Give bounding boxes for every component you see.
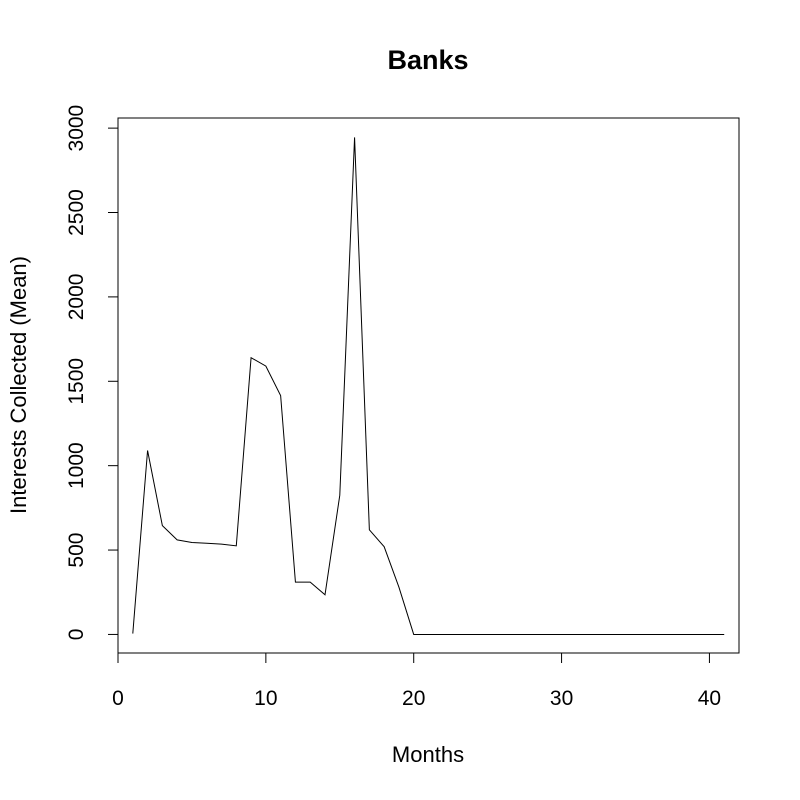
x-axis: 0 10 20 30 40 <box>112 652 721 710</box>
y-axis-label: Interests Collected (Mean) <box>6 256 31 514</box>
y-tick-label: 2500 <box>65 189 88 236</box>
chart-title: Banks <box>387 45 468 75</box>
plot-frame <box>117 117 740 654</box>
x-tick-label: 10 <box>254 687 277 710</box>
y-axis: 0 500 1000 1500 2000 2500 3000 <box>65 105 119 641</box>
x-axis-label: Months <box>392 742 464 767</box>
x-tick-label: 40 <box>698 687 721 710</box>
y-tick-label: 2000 <box>65 274 88 321</box>
series-line <box>132 137 725 635</box>
x-tick-label: 20 <box>402 687 425 710</box>
y-tick-label: 500 <box>65 533 88 568</box>
x-tick-label: 0 <box>112 687 124 710</box>
y-tick-label: 1000 <box>65 442 88 489</box>
y-tick-label: 1500 <box>65 358 88 405</box>
x-tick-label: 30 <box>550 687 573 710</box>
y-tick-label: 0 <box>65 629 88 641</box>
y-tick-label: 3000 <box>65 105 88 152</box>
